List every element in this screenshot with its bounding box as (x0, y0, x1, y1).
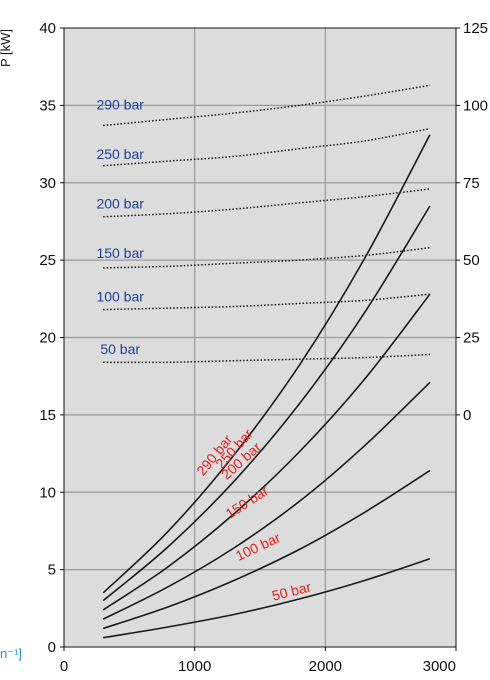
y-axis-label: P [kW] (0, 29, 13, 67)
power-curve-0 (103, 558, 431, 639)
torque-label-1: 100 bar (96, 288, 144, 304)
torque-curve-5 (103, 84, 431, 127)
torque-label-2: 150 bar (96, 245, 144, 261)
y-tick-label-1: 5 (48, 562, 56, 579)
power-curve-3 (102, 293, 431, 611)
x-axis-label-fragment: n⁻¹] (0, 646, 22, 661)
y2-tick-label-0: 0 (463, 407, 471, 424)
x-tick-label-2: 2000 (309, 658, 342, 675)
y-tick-label-3: 15 (39, 407, 56, 424)
torque-label-4: 250 bar (96, 146, 144, 162)
x-tick-label-3: 3000 (423, 658, 456, 675)
y-tick-label-6: 30 (39, 175, 56, 192)
torque-label-3: 200 bar (96, 196, 144, 212)
y-tick-label-0: 0 (48, 639, 56, 656)
y2-tick-label-4: 100 (463, 97, 488, 114)
x-tick-label-0: 0 (60, 658, 68, 675)
y-tick-label-7: 35 (39, 97, 56, 114)
power-curve-4 (102, 205, 431, 602)
torque-label-0: 50 bar (100, 341, 140, 357)
power-curve-5 (102, 134, 431, 594)
axis-ticks: 0 5 10 15 20 25 30 35 40 0 25 50 75 100 125 0 1000 2000 30… (39, 20, 488, 675)
power-curve-1 (102, 469, 431, 630)
x-tick-label-1: 1000 (178, 658, 211, 675)
y2-tick-label-1: 25 (463, 330, 480, 347)
y2-tick-label-5: 125 (463, 20, 488, 37)
y2-tick-label-2: 50 (463, 252, 480, 269)
data-curves (102, 84, 431, 639)
y-tick-label-4: 20 (39, 330, 56, 347)
power-curve-2 (102, 381, 431, 620)
y-tick-label-8: 40 (39, 20, 56, 37)
y-tick-label-5: 25 (39, 252, 56, 269)
y2-tick-label-3: 75 (463, 175, 480, 192)
y-tick-label-2: 10 (39, 484, 56, 501)
torque-label-5: 290 bar (96, 97, 144, 113)
